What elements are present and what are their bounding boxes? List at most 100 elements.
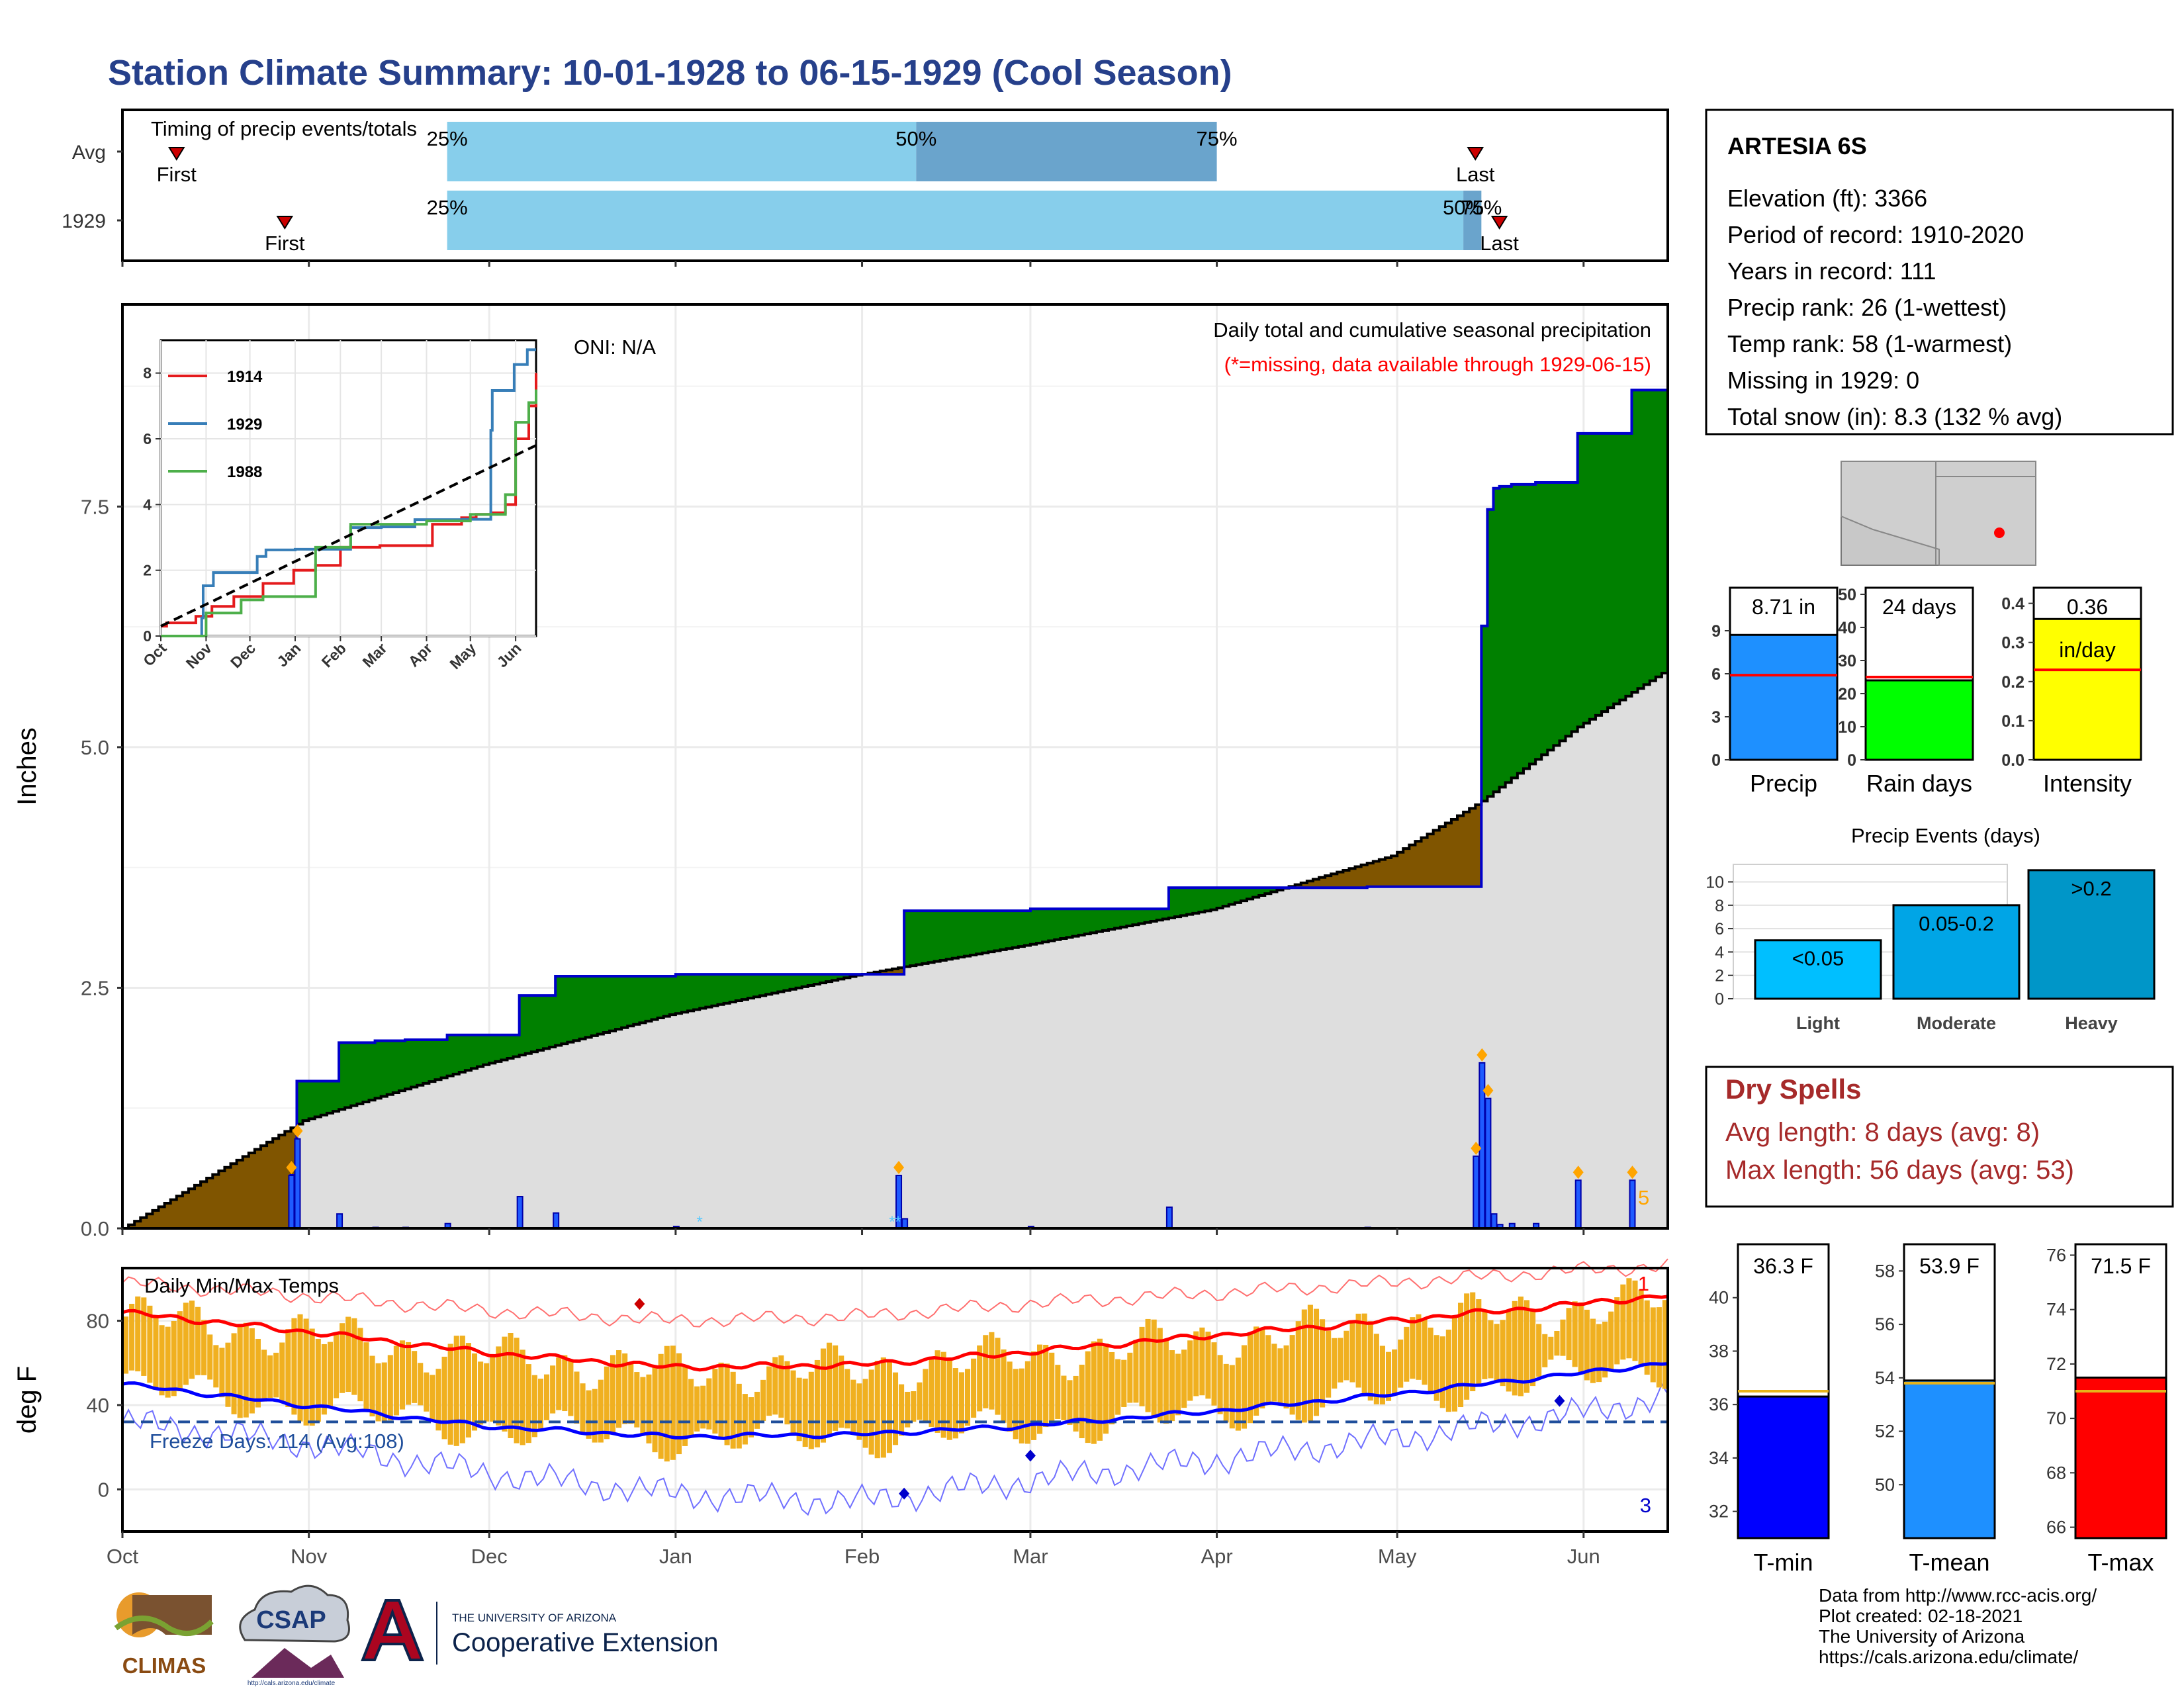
daily-temp-bar	[1181, 1349, 1187, 1408]
mini-temp-charts: 32 34 36 38 40 36.3 F T-min 50 52 54 56 58 53.9 F T-m…	[1709, 1243, 2167, 1576]
daily-temp-bar	[129, 1303, 135, 1371]
daily-temp-bar	[796, 1377, 802, 1441]
daily-temp-bar	[412, 1351, 418, 1403]
station-detail-line: Total snow (in): 8.3 (132 % avg)	[1727, 403, 2062, 430]
daily-temp-bar	[1638, 1289, 1644, 1367]
daily-temp-bar	[1632, 1280, 1638, 1361]
daily-temp-bar	[1085, 1351, 1091, 1443]
daily-precip-bar	[1629, 1179, 1636, 1229]
daily-temp-bar	[658, 1353, 664, 1459]
credit-line: Data from http://www.rcc-acis.org/	[1819, 1585, 2097, 1606]
average-tmax-line	[122, 1294, 1668, 1372]
daily-temp-bar	[839, 1355, 844, 1428]
station-name: ARTESIA 6S	[1727, 132, 1867, 160]
mini-precip-tick-label: 0.0	[2001, 751, 2025, 770]
events-y-tick-label: 10	[1706, 873, 1724, 891]
month-label: Nov	[291, 1545, 328, 1568]
daily-precip-bar	[1490, 1213, 1498, 1229]
daily-temp-bar	[441, 1356, 447, 1440]
daily-temp-bar	[459, 1336, 465, 1443]
daily-temp-bar	[1211, 1342, 1217, 1406]
daily-temp-bar	[952, 1368, 958, 1439]
station-detail-line: Years in record: 111	[1727, 257, 1936, 285]
daily-temp-bar	[1037, 1344, 1043, 1434]
record-high-marker	[634, 1298, 645, 1310]
daily-temp-bar	[1157, 1328, 1163, 1423]
daily-temp-bar	[1277, 1348, 1283, 1404]
daily-temp-bar	[1536, 1324, 1542, 1377]
station-detail-line: Period of record: 1910-2020	[1727, 221, 2024, 248]
daily-precip-bar	[294, 1138, 301, 1229]
events-y-tick-label: 6	[1715, 920, 1724, 938]
logos: CLIMAS CSAP http://cals.arizona.edu/clim…	[114, 1584, 718, 1687]
events-bar	[1754, 939, 1882, 1000]
timing-row-label: 1929	[62, 210, 106, 232]
daily-temp-bar	[592, 1389, 598, 1443]
month-label: Mar	[1013, 1545, 1048, 1568]
daily-temp-bar	[1367, 1321, 1373, 1401]
station-detail-line: Temp rank: 58 (1-warmest)	[1727, 330, 2012, 357]
daily-temp-bar	[333, 1333, 340, 1398]
daily-temp-bar	[1392, 1349, 1398, 1395]
daily-temp-bar	[730, 1371, 736, 1449]
daily-temp-bar	[321, 1344, 327, 1415]
month-label: Dec	[471, 1545, 508, 1568]
daily-temp-bar	[165, 1326, 171, 1398]
daily-temp-bar	[1169, 1350, 1175, 1422]
daily-temp-bar	[1379, 1346, 1385, 1405]
daily-precip-bar	[516, 1196, 523, 1229]
heavy-precip-marker	[292, 1124, 303, 1138]
credit-line: Plot created: 02-18-2021	[1819, 1606, 2023, 1626]
daily-temp-bar	[808, 1371, 814, 1449]
daily-temp-bar	[760, 1379, 766, 1421]
mini-precip-value: 8.71 in	[1752, 595, 1815, 619]
daily-temp-bar	[1554, 1330, 1560, 1356]
daily-temp-bar	[977, 1345, 983, 1412]
timing-p25-label: 25%	[427, 127, 468, 150]
daily-temp-bar	[646, 1374, 652, 1443]
daily-temp-bar	[1422, 1318, 1428, 1385]
timing-q50-q75-bar	[916, 122, 1217, 181]
missing-note: (*=missing, data available through 1929-…	[1224, 353, 1651, 376]
month-label: May	[1378, 1545, 1417, 1568]
daily-temp-bar	[255, 1338, 261, 1408]
record-low-count: 3	[1640, 1494, 1651, 1517]
heavy-precip-marker	[1477, 1048, 1488, 1062]
mini-temp-tick-label: 56	[1875, 1314, 1895, 1334]
daily-temp-bar	[1193, 1331, 1199, 1396]
first-event-label: First	[157, 163, 197, 186]
daily-temp-bar	[195, 1306, 201, 1375]
daily-temp-bar	[664, 1346, 670, 1462]
daily-temp-bar	[345, 1316, 351, 1393]
heavy-precip-marker	[286, 1161, 297, 1175]
daily-temp-bar	[153, 1316, 159, 1391]
daily-temp-bar	[1151, 1319, 1157, 1418]
daily-temp-bar	[261, 1349, 267, 1402]
events-y-tick-label: 2	[1715, 967, 1724, 985]
daily-temp-bar	[273, 1352, 279, 1398]
daily-temp-bar	[1253, 1326, 1259, 1416]
daily-temp-bar	[790, 1370, 796, 1433]
heavy-precip-marker	[893, 1161, 905, 1175]
daily-temp-bar	[1602, 1321, 1608, 1378]
credits: Data from http://www.rcc-acis.org/Plot c…	[1819, 1585, 2097, 1667]
daily-temp-bar	[562, 1355, 568, 1412]
timing-row-label: Avg	[72, 142, 106, 163]
mini-precip-tick-label: 50	[1838, 586, 1856, 604]
daily-temp-bar	[520, 1349, 525, 1445]
daily-temp-bar	[1349, 1320, 1355, 1383]
daily-temp-bar	[1361, 1313, 1367, 1394]
daily-temp-bar	[766, 1366, 772, 1416]
daily-temp-bar	[634, 1372, 640, 1428]
precip-y-tick-label: 5.0	[81, 736, 109, 759]
daily-temp-bar	[676, 1353, 682, 1455]
ua-a-icon	[361, 1599, 424, 1661]
daily-temp-bar	[868, 1369, 874, 1455]
daily-temp-bar	[1049, 1352, 1055, 1422]
daily-temp-bar	[291, 1318, 297, 1415]
daily-temp-bar	[724, 1363, 730, 1445]
snow-marker-icon: *	[895, 1213, 901, 1231]
daily-temp-bar	[989, 1332, 995, 1410]
timing-q25-q50-bar	[447, 191, 1464, 250]
